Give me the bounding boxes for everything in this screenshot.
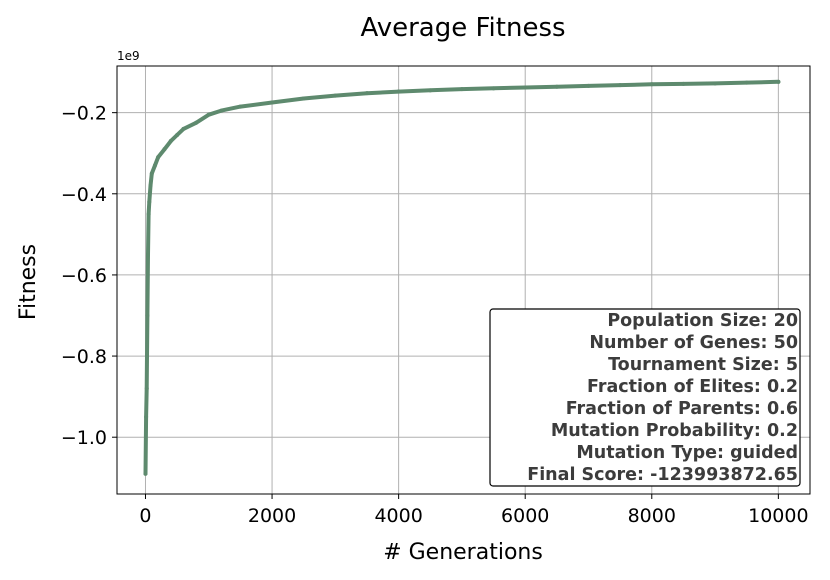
x-tick-label: 6000 — [501, 505, 549, 527]
x-tick-label: 0 — [139, 505, 151, 527]
data-point — [146, 212, 151, 217]
data-point — [181, 126, 186, 131]
parameter-line: Number of Genes: 50 — [589, 333, 798, 353]
parameter-line: Fraction of Parents: 0.6 — [566, 399, 798, 419]
data-point — [459, 87, 464, 92]
plot-frame — [116, 65, 811, 495]
parameter-line: Final Score: -123993872.65 — [527, 465, 798, 485]
data-point — [148, 183, 153, 188]
data-point — [396, 89, 401, 94]
data-point — [146, 252, 151, 257]
y-tick-label: −0.2 — [61, 103, 107, 125]
x-tick-label: 4000 — [374, 505, 422, 527]
y-tick-label: −0.6 — [61, 265, 107, 287]
y-tick-label: −1.0 — [61, 427, 107, 449]
chart-title: Average Fitness — [360, 13, 565, 43]
data-point — [270, 100, 275, 105]
data-point — [618, 83, 623, 88]
data-point — [143, 471, 148, 476]
data-point — [744, 80, 749, 85]
data-point — [523, 85, 528, 90]
data-point — [194, 120, 199, 125]
x-tick-label: 10000 — [748, 505, 808, 527]
y-axis-offset-label: 1e9 — [117, 49, 140, 63]
y-tick-label: −0.8 — [61, 346, 107, 368]
parameter-line: Population Size: 20 — [607, 311, 798, 331]
data-point — [238, 104, 243, 109]
x-tick-label: 2000 — [248, 505, 296, 527]
data-point — [776, 79, 781, 84]
x-axis-label: # Generations — [383, 540, 543, 565]
parameter-line: Tournament Size: 5 — [608, 355, 798, 375]
data-point — [168, 139, 173, 144]
data-point — [681, 81, 686, 86]
ticks: 0 2000 4000 6000 8000 10000 −1.0 −0.8 −0.6 −0.4 −0… — [61, 103, 809, 527]
parameter-line: Fraction of Elites: 0.2 — [587, 377, 798, 397]
data-point — [713, 81, 718, 86]
data-point — [206, 112, 211, 117]
data-point — [649, 82, 654, 87]
data-point — [144, 414, 149, 419]
y-axis-label: Fitness — [16, 244, 41, 320]
x-tick-label: 8000 — [628, 505, 676, 527]
parameter-line: Mutation Type: guided — [576, 443, 798, 463]
series-line — [143, 79, 781, 476]
data-point — [428, 88, 433, 93]
data-point — [162, 147, 167, 152]
y-tick-label: −0.4 — [61, 184, 107, 206]
data-point — [156, 155, 161, 160]
data-point — [491, 86, 496, 91]
series-layer — [143, 79, 781, 476]
data-point — [364, 91, 369, 96]
grid — [117, 66, 810, 494]
parameters-box-frame — [489, 308, 801, 487]
data-point — [301, 96, 306, 101]
data-point — [144, 386, 149, 391]
parameter-line: Mutation Probability: 0.2 — [551, 421, 798, 441]
data-point — [152, 163, 157, 168]
data-point — [149, 171, 154, 176]
data-point — [219, 108, 224, 113]
data-point — [147, 199, 152, 204]
data-point — [554, 84, 559, 89]
data-point — [145, 313, 150, 318]
data-point — [333, 93, 338, 98]
data-point — [586, 83, 591, 88]
data-point — [175, 132, 180, 137]
